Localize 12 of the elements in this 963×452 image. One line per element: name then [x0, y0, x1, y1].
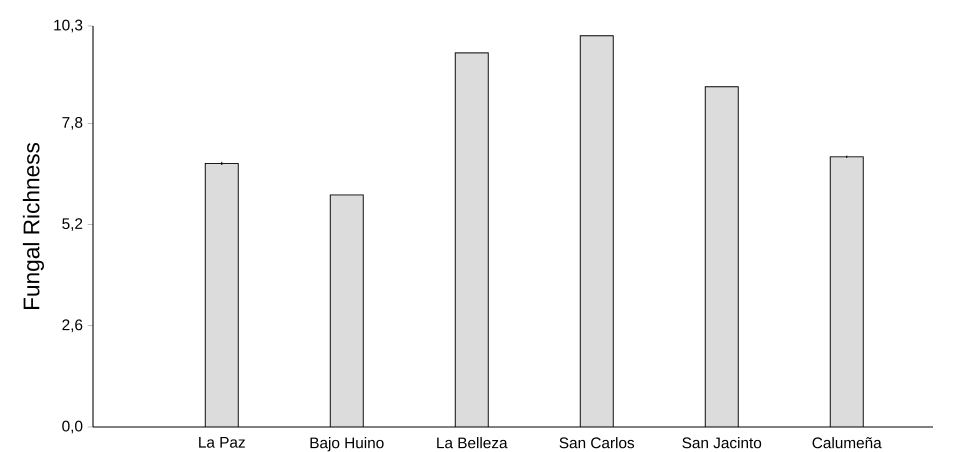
y-axis-title: Fungal Richness [22, 142, 44, 310]
x-tick-label: La Belleza [437, 437, 508, 448]
y-tick-label: 10,3 [54, 20, 82, 32]
x-tick-label: La Paz [199, 437, 245, 448]
y-tick-label: 7,8 [62, 116, 82, 130]
y-tick-label: 2,6 [62, 319, 82, 332]
y-tick-label: 5,2 [62, 218, 82, 231]
x-tick-label: Bajo Huino [310, 437, 384, 452]
x-tick-label: San Jacinto [682, 437, 762, 448]
x-tick-label: San Carlos [560, 437, 634, 448]
x-tick-label: Calumeña [812, 437, 882, 448]
y-tick-label: 0,0 [62, 420, 82, 434]
